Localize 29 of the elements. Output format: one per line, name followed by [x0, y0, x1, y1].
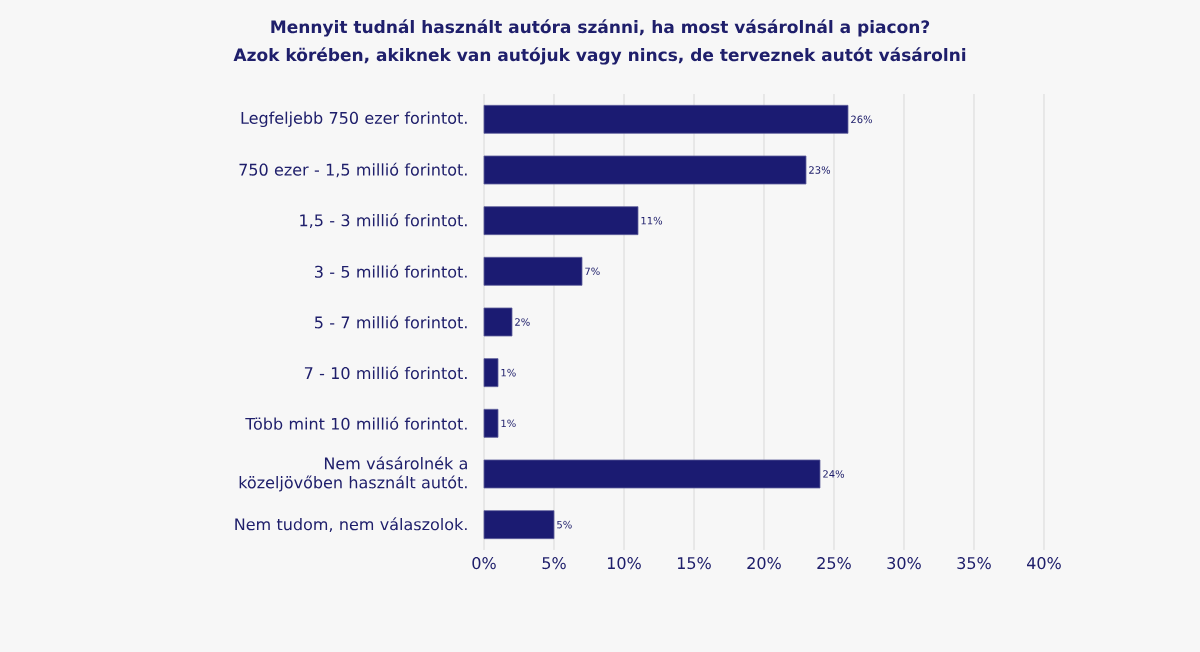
y-tick-label: 1,5 - 3 millió forintot. — [300, 213, 467, 228]
x-tick-label: 10% — [607, 557, 641, 570]
x-tick-label: 35% — [957, 557, 991, 570]
bar — [483, 358, 499, 388]
bar — [483, 307, 513, 337]
y-tick-label: 7 - 10 millió forintot. — [304, 366, 467, 380]
chart-subtitle: Azok körében, akiknek van autójuk vagy nincs, de terveznek autót vásárolni — [233, 47, 966, 65]
x-tick-label: 5% — [542, 557, 566, 570]
bar — [483, 155, 807, 185]
y-tick-label: 3 - 5 millió forintot. — [315, 264, 467, 278]
x-tick-label: 15% — [677, 557, 711, 570]
bar — [483, 256, 583, 286]
x-tick-label: 25% — [817, 557, 851, 570]
x-tick-label: 30% — [887, 557, 921, 570]
bar — [483, 408, 499, 438]
bar — [483, 206, 639, 236]
bar — [483, 104, 849, 134]
chart-title: Mennyit tudnál használt autóra szánni, ha most vásárolnál a piacon? — [271, 19, 930, 37]
x-tick-label: 20% — [747, 557, 781, 570]
y-tick-label: 5 - 7 millió forintot. — [315, 315, 467, 329]
bar — [483, 510, 555, 540]
y-tick-label: Nem tudom, nem válaszolok. — [235, 517, 467, 532]
y-tick-label: Nem vásárolnék a közeljövőben használt autót. — [239, 456, 467, 492]
y-tick-label: 750 ezer - 1,5 millió forintot. — [239, 162, 467, 178]
y-tick-label: Több mint 10 millió forintot. — [245, 416, 467, 430]
y-tick-label: Legfeljebb 750 ezer forintot. — [241, 111, 467, 128]
x-tick-label: 0% — [472, 557, 496, 570]
x-tick-label: 40% — [1026, 557, 1061, 570]
bar — [483, 459, 821, 489]
